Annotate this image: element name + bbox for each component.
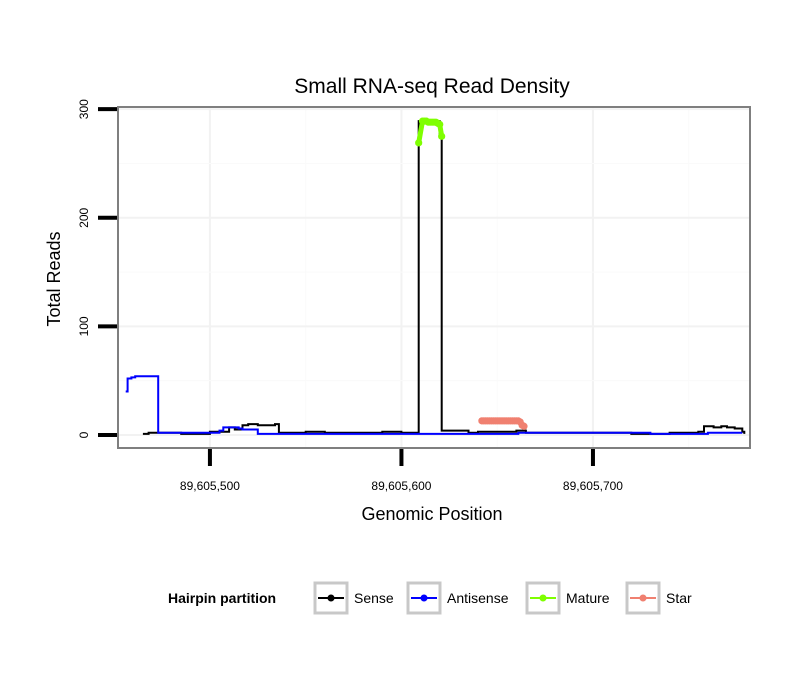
series-group — [125, 117, 746, 435]
x-axis: 89,605,500 89,605,600 89,605,700 — [180, 449, 623, 493]
data-point-mature — [438, 132, 446, 140]
legend-key-point-star — [639, 594, 647, 602]
data-point-mature — [415, 139, 423, 147]
legend-label-star: Star — [666, 590, 692, 606]
y-tick-label: 100 — [77, 316, 91, 336]
legend-key-point-antisense — [420, 594, 428, 602]
plot-background — [118, 107, 750, 448]
legend-label-antisense: Antisense — [447, 590, 509, 606]
y-axis: 0 100 200 300 — [77, 99, 117, 438]
x-tick-label: 89,605,600 — [371, 479, 431, 493]
x-tick-label: 89,605,500 — [180, 479, 240, 493]
data-point-star — [520, 422, 528, 430]
data-point-mature — [436, 120, 444, 128]
legend-label-sense: Sense — [354, 590, 394, 606]
grid — [118, 107, 750, 448]
y-tick-label: 300 — [77, 99, 91, 119]
x-tick-label: 89,605,700 — [563, 479, 623, 493]
plot-border — [117, 106, 751, 449]
legend-key-point-sense — [327, 594, 335, 602]
chart-title: Small RNA-seq Read Density — [294, 75, 570, 98]
y-tick-label: 0 — [77, 431, 91, 438]
legend: Hairpin partition Sense Antisense Mature St… — [168, 581, 692, 615]
y-tick-label: 200 — [77, 207, 91, 227]
plot-area — [118, 107, 750, 448]
legend-key-point-mature — [539, 594, 547, 602]
legend-title: Hairpin partition — [168, 590, 276, 606]
legend-label-mature: Mature — [566, 590, 610, 606]
x-axis-title: Genomic Position — [361, 504, 502, 524]
y-axis-title: Total Reads — [44, 231, 64, 326]
series-line-antisense — [125, 375, 743, 435]
